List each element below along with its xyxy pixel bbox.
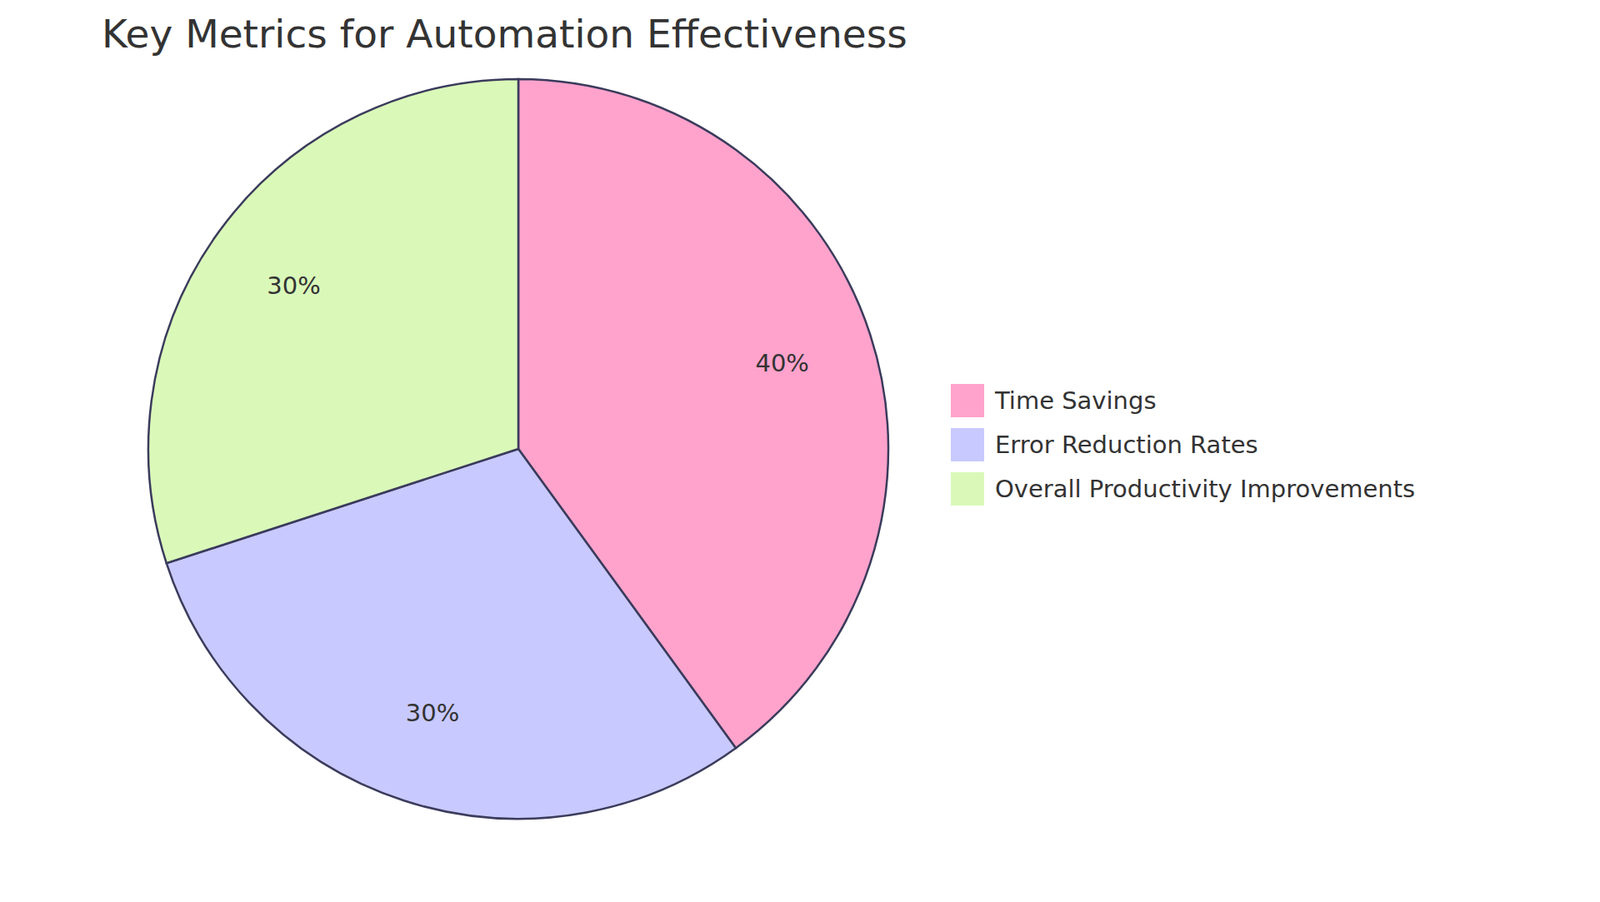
data-label: 40% (755, 349, 809, 378)
slices (148, 79, 889, 820)
legend-swatch (950, 383, 985, 419)
title: Key Metrics for Automation Effectiveness (101, 10, 908, 57)
legend-label: Error Reduction Rates (995, 430, 1259, 460)
data-labels: 40% 30% 30% (266, 271, 810, 727)
legend-swatch (950, 471, 985, 507)
data-label: 30% (266, 271, 320, 300)
slice (148, 79, 519, 564)
legend: Time Savings Error Reduction Rates Overall… (950, 383, 1415, 507)
chart: Key Metrics for Automation Effectiveness… (0, 0, 1600, 902)
legend-label: Time Savings (994, 386, 1156, 415)
legend-swatch (950, 427, 985, 463)
data-label: 30% (405, 699, 460, 728)
legend-label: Overall Productivity Improvements (995, 475, 1415, 504)
